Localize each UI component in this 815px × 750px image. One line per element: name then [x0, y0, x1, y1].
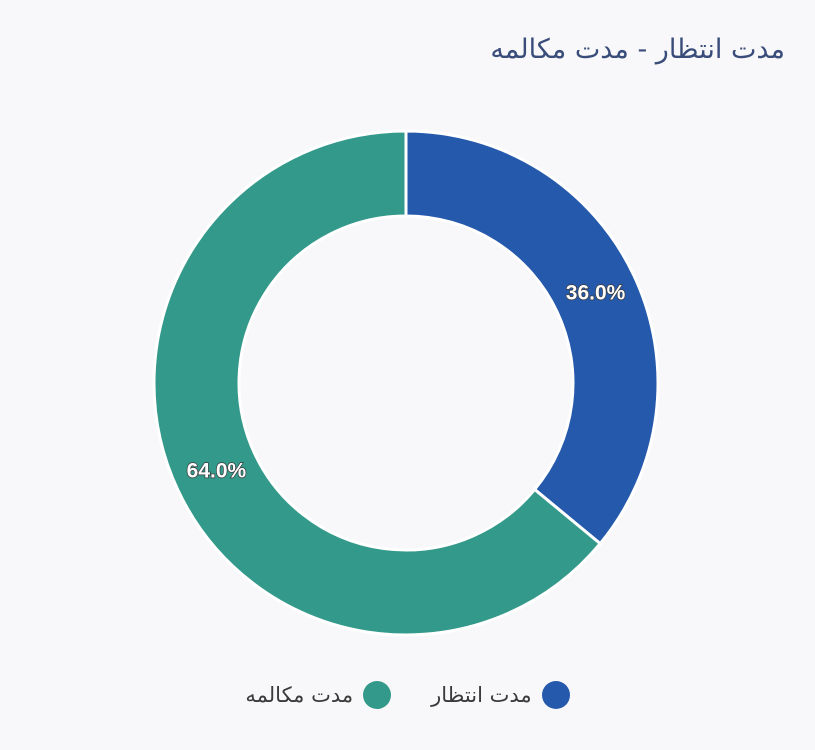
slice-call[interactable] — [152, 129, 603, 637]
slice-waiting[interactable] — [404, 129, 660, 546]
slice-label-waiting: 36.0% — [566, 281, 626, 304]
legend-label-call: مدت مکالمه — [245, 683, 354, 707]
chart-title: مدت انتظار - مدت مکالمه — [490, 34, 785, 65]
legend-swatch-waiting — [541, 681, 570, 709]
legend-item-call[interactable]: مدت مکالمه — [245, 681, 392, 709]
legend-item-waiting[interactable]: مدت انتظار — [431, 681, 570, 709]
slice-label-call: 64.0% — [187, 460, 247, 483]
legend-swatch-call — [363, 681, 392, 709]
legend: مدت انتظار مدت مکالمه — [0, 681, 815, 709]
legend-label-waiting: مدت انتظار — [431, 683, 532, 707]
donut-chart: 36.0% 64.0% — [152, 129, 660, 637]
